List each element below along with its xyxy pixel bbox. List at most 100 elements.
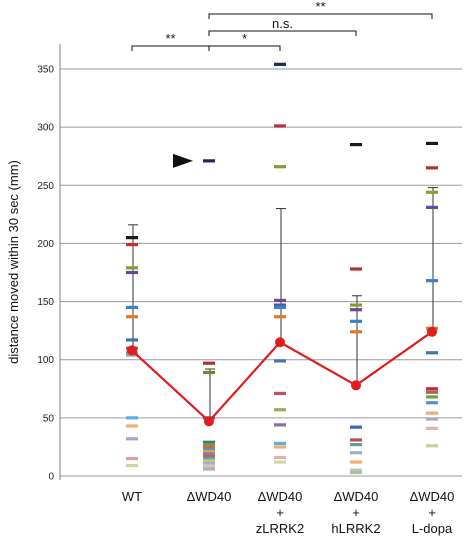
data-point (203, 440, 215, 444)
significance-bracket (208, 30, 357, 36)
data-point (274, 62, 286, 66)
significance-bracket (208, 45, 281, 51)
y-tick-label: 300 (37, 123, 54, 134)
y-axis-title: distance moved within 30 sec (mm) (6, 160, 21, 364)
data-point (203, 370, 215, 375)
data-point (203, 361, 215, 365)
data-point (350, 330, 362, 334)
data-point (274, 165, 286, 169)
data-point (203, 459, 215, 463)
data-point (350, 303, 362, 307)
data-point (274, 408, 286, 412)
data-point (203, 449, 215, 454)
data-point (350, 470, 362, 475)
data-point (350, 308, 362, 312)
data-point (126, 236, 138, 240)
significance-bracket (208, 13, 433, 19)
data-point (426, 279, 438, 283)
significance-label: ** (165, 31, 175, 46)
mean-marker (427, 326, 437, 337)
data-point (426, 141, 438, 146)
data-point (350, 451, 362, 455)
data-point (274, 298, 286, 303)
data-point (426, 351, 438, 355)
data-point (426, 390, 438, 394)
data-point (350, 443, 362, 447)
data-point (126, 315, 138, 319)
data-point (126, 437, 138, 441)
data-point (126, 416, 138, 420)
data-point (426, 166, 438, 170)
y-tick-label: 0 (48, 472, 54, 483)
data-point (426, 426, 438, 430)
y-tick-label: 350 (37, 65, 54, 76)
category-label: ΔWD40 (187, 489, 232, 504)
data-point (203, 454, 215, 458)
data-point (350, 468, 362, 472)
data-point (274, 460, 286, 464)
mean-marker (351, 380, 361, 391)
data-point (274, 359, 286, 363)
y-tick-label: 250 (37, 181, 54, 192)
category-label: WT (122, 489, 142, 504)
data-point (426, 401, 438, 405)
data-point (274, 305, 286, 309)
data-point (203, 445, 215, 449)
significance-label: * (242, 31, 247, 46)
data-point (350, 438, 362, 442)
data-point (203, 461, 215, 465)
mean-marker (204, 416, 214, 427)
data-point (274, 303, 286, 307)
significance-bracket (131, 45, 210, 51)
data-point (274, 124, 286, 128)
data-point (350, 142, 362, 147)
significance-label: ** (315, 0, 325, 14)
data-point (274, 391, 286, 396)
category-label: ΔWD40 (334, 489, 379, 504)
data-point (126, 266, 138, 270)
data-point (426, 205, 438, 209)
data-point (126, 242, 138, 247)
data-point (274, 445, 286, 449)
data-point (274, 315, 286, 319)
y-tick-label: 150 (37, 297, 54, 308)
data-point (126, 463, 138, 468)
category-label: L-dopa (412, 521, 453, 536)
category-label: zLRRK2 (256, 521, 304, 536)
category-label: + (276, 505, 284, 520)
data-point (203, 452, 215, 456)
data-point (126, 305, 138, 309)
data-point (274, 455, 286, 459)
data-point (126, 456, 138, 461)
category-label: + (352, 505, 360, 520)
data-point (126, 424, 138, 428)
y-tick-label: 100 (37, 355, 54, 366)
data-point (426, 444, 438, 448)
data-point (426, 190, 438, 194)
data-point (426, 417, 438, 421)
data-point (126, 338, 138, 342)
data-point (426, 411, 438, 415)
y-tick-label: 50 (43, 413, 55, 424)
data-point (126, 270, 138, 275)
data-point (426, 395, 438, 399)
data-point (350, 460, 362, 464)
significance-label: n.s. (272, 16, 293, 31)
arrowhead-marker (173, 153, 193, 168)
category-label: + (428, 505, 436, 520)
data-point (203, 443, 215, 447)
data-point (274, 441, 286, 446)
data-point (203, 465, 215, 469)
data-point (350, 425, 362, 429)
mean-marker (127, 345, 137, 356)
data-point (203, 159, 215, 163)
data-point (203, 456, 215, 461)
category-label: ΔWD40 (258, 489, 303, 504)
data-point (203, 447, 215, 451)
category-label: hLRRK2 (331, 521, 380, 536)
y-tick-label: 200 (37, 239, 54, 250)
data-point (350, 319, 362, 323)
category-label: ΔWD40 (410, 489, 455, 504)
data-point (426, 387, 438, 391)
